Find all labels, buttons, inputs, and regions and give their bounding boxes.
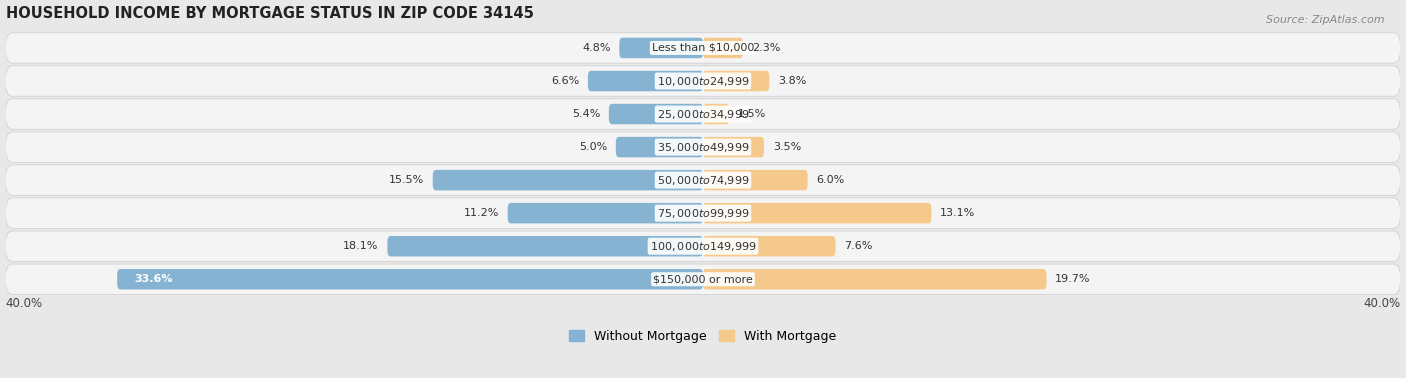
FancyBboxPatch shape <box>388 236 703 256</box>
Legend: Without Mortgage, With Mortgage: Without Mortgage, With Mortgage <box>564 325 842 348</box>
FancyBboxPatch shape <box>703 104 730 124</box>
Text: $25,000 to $34,999: $25,000 to $34,999 <box>657 108 749 121</box>
Text: $50,000 to $74,999: $50,000 to $74,999 <box>657 174 749 187</box>
FancyBboxPatch shape <box>6 66 1400 96</box>
FancyBboxPatch shape <box>6 231 1400 262</box>
FancyBboxPatch shape <box>6 165 1400 195</box>
FancyBboxPatch shape <box>6 198 1400 228</box>
Text: 5.0%: 5.0% <box>579 142 607 152</box>
FancyBboxPatch shape <box>703 137 763 157</box>
FancyBboxPatch shape <box>703 170 807 191</box>
Text: 11.2%: 11.2% <box>464 208 499 218</box>
Text: HOUSEHOLD INCOME BY MORTGAGE STATUS IN ZIP CODE 34145: HOUSEHOLD INCOME BY MORTGAGE STATUS IN Z… <box>6 6 533 20</box>
Text: 6.0%: 6.0% <box>817 175 845 185</box>
FancyBboxPatch shape <box>703 38 744 58</box>
FancyBboxPatch shape <box>508 203 703 223</box>
FancyBboxPatch shape <box>588 71 703 91</box>
FancyBboxPatch shape <box>117 269 703 290</box>
Text: 7.6%: 7.6% <box>844 241 873 251</box>
FancyBboxPatch shape <box>703 269 1046 290</box>
FancyBboxPatch shape <box>609 104 703 124</box>
FancyBboxPatch shape <box>616 137 703 157</box>
FancyBboxPatch shape <box>6 33 1400 63</box>
Text: $100,000 to $149,999: $100,000 to $149,999 <box>650 240 756 253</box>
Text: $10,000 to $24,999: $10,000 to $24,999 <box>657 74 749 87</box>
Text: 1.5%: 1.5% <box>738 109 766 119</box>
Text: $35,000 to $49,999: $35,000 to $49,999 <box>657 141 749 153</box>
Text: Less than $10,000: Less than $10,000 <box>652 43 754 53</box>
Text: 40.0%: 40.0% <box>6 297 42 310</box>
Text: 15.5%: 15.5% <box>389 175 425 185</box>
Text: 19.7%: 19.7% <box>1056 274 1091 284</box>
Text: 4.8%: 4.8% <box>582 43 610 53</box>
Text: 13.1%: 13.1% <box>941 208 976 218</box>
FancyBboxPatch shape <box>703 203 931 223</box>
Text: 3.5%: 3.5% <box>773 142 801 152</box>
Text: $75,000 to $99,999: $75,000 to $99,999 <box>657 207 749 220</box>
FancyBboxPatch shape <box>703 236 835 256</box>
Text: $150,000 or more: $150,000 or more <box>654 274 752 284</box>
Text: 5.4%: 5.4% <box>572 109 600 119</box>
Text: 2.3%: 2.3% <box>752 43 780 53</box>
FancyBboxPatch shape <box>619 38 703 58</box>
FancyBboxPatch shape <box>703 71 769 91</box>
FancyBboxPatch shape <box>6 132 1400 162</box>
FancyBboxPatch shape <box>6 99 1400 129</box>
Text: 33.6%: 33.6% <box>135 274 173 284</box>
Text: 40.0%: 40.0% <box>1364 297 1400 310</box>
Text: 18.1%: 18.1% <box>343 241 378 251</box>
Text: 3.8%: 3.8% <box>778 76 807 86</box>
Text: Source: ZipAtlas.com: Source: ZipAtlas.com <box>1267 15 1385 25</box>
FancyBboxPatch shape <box>6 264 1400 294</box>
Text: 6.6%: 6.6% <box>551 76 579 86</box>
FancyBboxPatch shape <box>433 170 703 191</box>
